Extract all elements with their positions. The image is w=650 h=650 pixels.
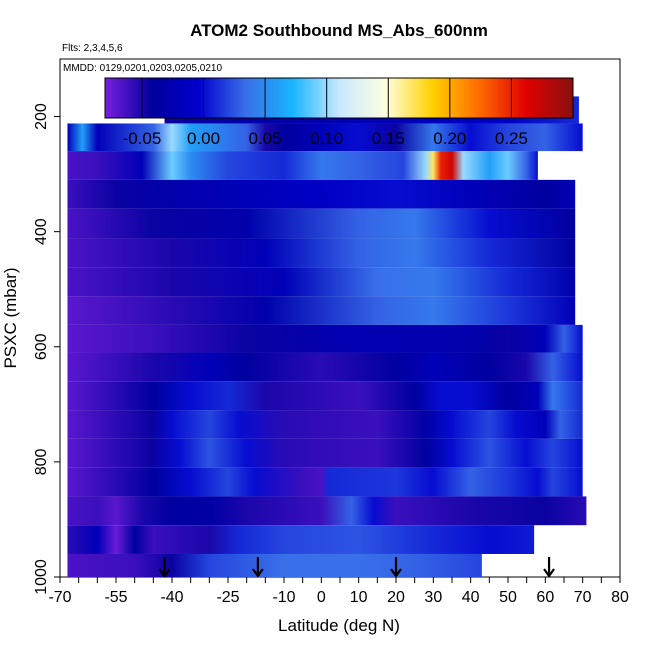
heatmap-row	[67, 352, 583, 382]
colorbar-gradient	[104, 77, 574, 119]
heatmap-row	[67, 381, 583, 411]
colorbar-tick-label: 0.10	[310, 129, 343, 148]
colorbar-tick-label: 0.05	[249, 129, 282, 148]
colorbar-tick-label: -0.05	[123, 129, 162, 148]
latitude-arrow	[390, 557, 402, 578]
heatmap-row	[67, 553, 482, 577]
chart-title: ATOM2 Southbound MS_Abs_600nm	[190, 21, 488, 40]
heatmap-row	[67, 179, 576, 209]
x-tick-label: 80	[611, 589, 629, 606]
x-tick-label: 70	[574, 589, 592, 606]
x-axis: -70 -55 -40 -25 -10 0 10 20 30 40 50 60 70 80	[48, 577, 629, 606]
x-tick-label: -40	[160, 589, 183, 606]
colorbar-tick-label: 0.15	[372, 129, 405, 148]
dates-note: MMDD: 0129,0201,0203,0205,0210	[63, 63, 222, 74]
heatmap-row	[67, 208, 576, 239]
x-axis-title: Latitude (deg N)	[278, 616, 400, 635]
latitude-arrow	[543, 557, 555, 578]
heatmap-row	[67, 324, 583, 353]
heatmap-row	[67, 238, 576, 268]
x-tick-label: -70	[48, 589, 71, 606]
y-tick-label: 800	[33, 448, 50, 475]
heatmap-row	[67, 267, 576, 297]
x-tick-label: -10	[272, 589, 295, 606]
y-tick-label: 600	[33, 333, 50, 360]
flights-note: Flts: 2,3,4,5,6	[62, 43, 123, 54]
x-tick-label: -55	[104, 589, 127, 606]
y-axis: 200 400 600 800 1000	[33, 103, 60, 595]
x-tick-label: 20	[387, 589, 405, 606]
x-tick-label: 10	[350, 589, 368, 606]
y-tick-label: 200	[33, 103, 50, 130]
heatmap-row	[67, 410, 583, 439]
x-tick-label: 60	[536, 589, 554, 606]
colorbar-tick-label: 0.20	[433, 129, 466, 148]
x-tick-label: 40	[462, 589, 480, 606]
heatmap-rows	[67, 96, 587, 577]
heatmap-row	[67, 438, 583, 468]
latitude-arrow	[251, 557, 264, 578]
colorbar: -0.05 0.00 0.05 0.10 0.15 0.20 0.25	[104, 77, 574, 148]
heatmap-row	[67, 525, 535, 554]
x-tick-label: 30	[424, 589, 442, 606]
latitude-arrow	[158, 557, 171, 578]
x-tick-label: -25	[216, 589, 239, 606]
heatmap-row	[67, 496, 587, 526]
heatmap-row	[67, 123, 583, 152]
x-tick-label: 50	[499, 589, 517, 606]
latitude-arrows	[158, 557, 555, 578]
colorbar-tick-label: 0.25	[495, 129, 528, 148]
y-tick-label: 1000	[33, 559, 50, 595]
heatmap-row	[67, 467, 583, 497]
y-axis-title: PSXC (mbar)	[1, 267, 20, 368]
heatmap-row	[67, 151, 538, 180]
y-tick-label: 400	[33, 218, 50, 245]
colorbar-tick-label: 0.00	[187, 129, 220, 148]
x-tick-label: 0	[317, 589, 326, 606]
heatmap-row	[67, 296, 576, 325]
